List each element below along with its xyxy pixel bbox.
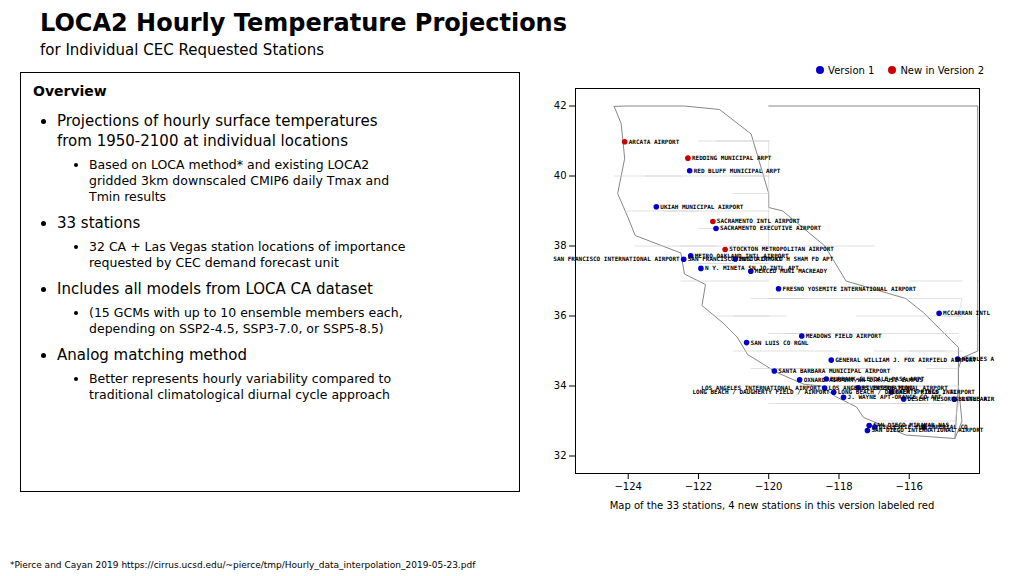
svg-text:SACRAMENTO INTL AIRPORT: SACRAMENTO INTL AIRPORT [717, 217, 800, 224]
svg-text:DESERT RESORTS RGNL AR: DESERT RESORTS RGNL AR [907, 394, 988, 402]
svg-text:SAN LUIS CO RGNL: SAN LUIS CO RGNL [751, 339, 809, 346]
svg-text:SACRAMENTO EXECUTIVE AIRPORT: SACRAMENTO EXECUTIVE AIRPORT [720, 224, 822, 231]
svg-text:REDDING MUNICIPAL ARPT: REDDING MUNICIPAL ARPT [692, 154, 772, 161]
svg-text:LONG BEACH / DAUGHERTY FIELD /: LONG BEACH / DAUGHERTY FIELD / AIRPORT [692, 388, 830, 395]
svg-text:IMPERIAL CO: IMPERIAL CO [928, 423, 968, 430]
svg-text:ARCATA AIRPORT: ARCATA AIRPORT [629, 138, 680, 145]
html-text:(15 GCMs with up to 10 ensembl: (15 GCMs with up to 10 ensemble members … [89, 305, 403, 336]
svg-text:MERCED MUNI MACREADY: MERCED MUNI MACREADY [755, 267, 828, 274]
html-text:Better represents hourly varia: Better represents hourly variability com… [89, 371, 392, 402]
svg-text:−116: −116 [896, 481, 923, 492]
html-text:Projections of hourly surface: Projections of hourly surface temperatur… [57, 112, 378, 150]
svg-text:MEADOWS FIELD AIRPORT: MEADOWS FIELD AIRPORT [806, 332, 882, 339]
svg-text:−120: −120 [755, 481, 782, 492]
html-text:Version 1: Version 1 [828, 64, 875, 76]
svg-text:LONG BEACH / DAUGHERTY FIELD /: LONG BEACH / DAUGHERTY FIELD / AIRPORT [837, 388, 975, 396]
svg-text:−118: −118 [825, 481, 852, 492]
svg-text:STOCKTON METROPOLITAN AIRPORT: STOCKTON METROPOLITAN AIRPORT [729, 245, 834, 252]
svg-text:BLYTHE AIR: BLYTHE AIR [958, 395, 995, 402]
svg-text:−122: −122 [685, 481, 712, 492]
html-text:32 CA + Las Vegas station loca: 32 CA + Las Vegas station locations of i… [89, 239, 406, 270]
svg-text:SANTA BARBARA MUNICIPAL AIRPOR: SANTA BARBARA MUNICIPAL AIRPORT [778, 367, 890, 374]
svg-text:32: 32 [554, 450, 567, 461]
svg-text:J. WAYNE APT-ORANGE CO APT: J. WAYNE APT-ORANGE CO APT [847, 393, 942, 401]
svg-text:MDSTO CTY-CO H SHAM FD APT: MDSTO CTY-CO H SHAM FD APT [739, 255, 833, 262]
svg-text:N Y. MINETA SN JO INTL APT: N Y. MINETA SN JO INTL APT [704, 264, 799, 272]
svg-text:FRESNO YOSEMITE INTERNATIONAL: FRESNO YOSEMITE INTERNATIONAL AIRPORT [783, 285, 917, 292]
svg-text:42: 42 [554, 100, 567, 111]
html-text:*Pierce and Cayan 2019 https:/: *Pierce and Cayan 2019 https://cirrus.uc… [10, 560, 476, 570]
html-text:33 stations: 33 stations [57, 214, 141, 232]
svg-text:38: 38 [554, 240, 567, 251]
svg-text:36: 36 [554, 310, 567, 321]
svg-text:UKIAH MUNICIPAL AIRPORT: UKIAH MUNICIPAL AIRPORT [660, 203, 743, 210]
svg-text:34: 34 [554, 380, 567, 391]
html-text:LOCA2 Hourly Temperature Proje: LOCA2 Hourly Temperature Projections [40, 9, 567, 37]
html-text:Overview: Overview [33, 83, 107, 99]
html-text:Map of the 33 stations, 4 new: Map of the 33 stations, 4 new stations i… [609, 500, 935, 511]
html-text:New in Version 2: New in Version 2 [900, 64, 984, 76]
svg-text:SAN FRANCISCO INTL AIRPORT: SAN FRANCISCO INTL AIRPORT [687, 255, 782, 263]
svg-text:−124: −124 [614, 481, 641, 492]
svg-text:40: 40 [554, 170, 567, 181]
svg-text:NEEDLES A: NEEDLES A [962, 355, 995, 362]
html-text:Based on LOCA method* and exis: Based on LOCA method* and existing LOCA2… [89, 157, 390, 204]
html-text:for Individual CEC Requested S: for Individual CEC Requested Stations [40, 41, 324, 59]
svg-text:OXNARD AIRPORT/WN L.A./USC CAM: OXNARD AIRPORT/WN L.A./USC CAMPUS [804, 376, 924, 383]
html-text:Includes all models from LOCA: Includes all models from LOCA CA dataset [57, 280, 373, 298]
svg-text:RED BLUFF MUNICIPAL ARPT: RED BLUFF MUNICIPAL ARPT [694, 167, 781, 174]
html-text:Analog matching method: Analog matching method [57, 346, 247, 364]
svg-text:MCCARRAN INTL: MCCARRAN INTL [943, 309, 990, 316]
svg-text:GENERAL WILLIAM J. FOX AIRFIEL: GENERAL WILLIAM J. FOX AIRFIELD AIRPORT [835, 356, 976, 363]
svg-text:SAN FRANCISCO INTERNATIONAL AI: SAN FRANCISCO INTERNATIONAL AIRPORT [553, 255, 680, 262]
